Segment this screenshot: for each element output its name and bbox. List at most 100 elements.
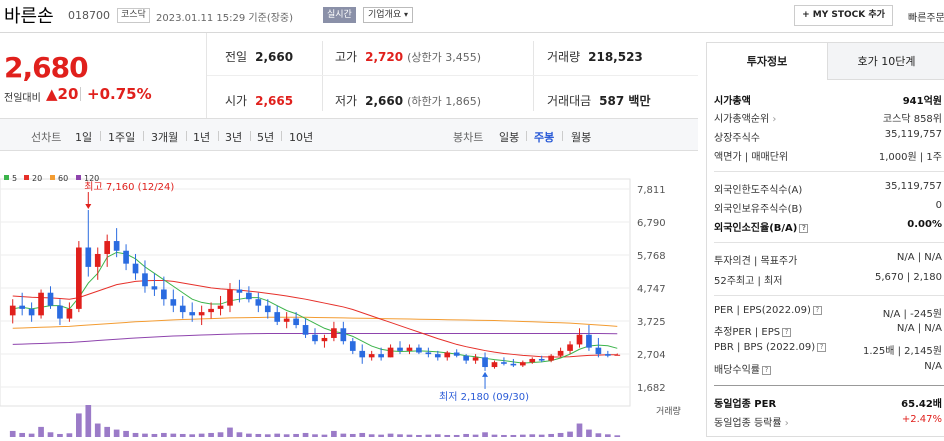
volume-bar — [359, 432, 366, 437]
label: 외국인보유주식수(B) — [714, 204, 803, 215]
period-5y[interactable]: 5년 — [257, 131, 275, 144]
volume-bar — [161, 432, 167, 437]
quick-order-link[interactable]: 빠른주문 — [908, 13, 944, 24]
price-change-percent: +0.75% — [87, 85, 152, 103]
label: 상장주식수 — [714, 133, 760, 144]
candle-body — [397, 347, 403, 351]
candle-weekly[interactable]: 주봉 — [534, 131, 555, 144]
row-shares: 상장주식수 35,119,757 — [714, 129, 944, 145]
volume-bar — [283, 434, 290, 437]
label: 시가총액 — [714, 96, 751, 107]
candle-body — [595, 347, 602, 355]
tab-orderbook[interactable]: 호가 10단계 — [828, 43, 944, 80]
candle-body — [340, 328, 347, 342]
volume-bar — [397, 434, 403, 437]
candle-body — [567, 344, 573, 351]
legend-swatch — [76, 175, 81, 180]
candle-body — [198, 312, 205, 316]
candle-body — [302, 325, 309, 335]
y-tick-label: 3,725 — [637, 317, 666, 328]
value: 코스닥 858위 — [882, 114, 942, 125]
help-icon[interactable]: ? — [799, 224, 809, 233]
chart-svg: 7,811 6,790 5,768 4,747 3,725 2,704 1,682 5 20 60… — [0, 174, 681, 437]
y-tick-label: 5,768 — [637, 251, 666, 262]
volume-bar — [113, 429, 120, 437]
candle-body — [406, 347, 413, 351]
quote-prev-close: 전일 2,660 — [225, 48, 293, 65]
period-10y[interactable]: 10년 — [289, 131, 314, 144]
candle-body — [425, 352, 432, 355]
row-foreign-ratio: 외국인소진율(B/A)? 0.00% — [714, 219, 944, 235]
panel-tabs: 투자정보 호가 10단계 — [707, 43, 944, 80]
volume-bar — [482, 432, 488, 437]
value: 65.42배 — [901, 399, 942, 410]
candle-body — [170, 299, 177, 306]
candle-body — [264, 305, 271, 313]
market-badge: 코스닥 — [117, 8, 150, 23]
volume-bar — [425, 434, 432, 437]
chevron-down-icon: ▾ — [404, 10, 409, 19]
candle-chart-label: 봉차트 — [453, 131, 484, 144]
volume-bar — [519, 434, 526, 437]
volume-bar — [170, 433, 177, 437]
volume-bar — [586, 429, 592, 437]
volume-bar — [293, 433, 299, 437]
candle-body — [57, 305, 63, 319]
add-mystock-button[interactable]: + MY STOCK 추가 — [794, 5, 893, 26]
candle-body — [236, 289, 243, 293]
period-3m[interactable]: 3개월 — [151, 131, 179, 144]
candle-body — [557, 350, 564, 356]
row-pbr: PBR | BPS (2022.09)? 1.25배 | 2,145원 — [714, 342, 944, 358]
value: +2.47% — [901, 414, 942, 425]
period-1w[interactable]: 1주일 — [108, 131, 136, 144]
tab-invest-info[interactable]: 투자정보 — [707, 43, 828, 80]
divider — [714, 385, 944, 386]
row-dividend: 배당수익률? N/A — [714, 361, 944, 377]
volume-bar — [548, 433, 554, 437]
stock-header: 바른손 018700 코스닥 2023.01.11 15:29 기준(장중) 실… — [0, 0, 944, 33]
candle-monthly[interactable]: 월봉 — [571, 131, 592, 144]
period-1d[interactable]: 1일 — [75, 131, 93, 144]
candle-body — [142, 273, 148, 287]
volume-bar — [368, 434, 375, 437]
divider — [218, 131, 219, 141]
row-foreign-held: 외국인보유주식수(B) 0 — [714, 200, 944, 216]
value: 0.00% — [907, 219, 942, 230]
help-icon[interactable]: ? — [782, 328, 792, 337]
candle-body — [349, 341, 356, 351]
quote-value: 218,523 — [588, 50, 643, 64]
candle-body — [378, 354, 384, 358]
volume-bar — [491, 434, 498, 437]
candle-body — [179, 305, 186, 313]
help-icon[interactable]: ? — [762, 366, 771, 375]
legend-swatch — [24, 175, 29, 180]
timestamp: 2023.01.11 15:29 기준(장중) — [156, 13, 294, 24]
quote-high: 고가 2,720 (상한가 3,455) — [335, 48, 481, 65]
candle-body — [359, 350, 366, 358]
quote-low: 저가 2,660 (하한가 1,865) — [335, 92, 481, 109]
row-sector-per: 동일업종 PER 65.42배 — [714, 395, 944, 411]
period-3y[interactable]: 3년 — [225, 131, 243, 144]
quote-label: 거래대금 — [547, 94, 592, 108]
volume-bar — [331, 430, 337, 437]
period-1y[interactable]: 1년 — [193, 131, 211, 144]
candle-body — [576, 334, 583, 345]
corp-overview-dropdown[interactable]: 기업개요 ▾ — [363, 7, 414, 23]
help-icon[interactable]: ? — [812, 306, 822, 315]
volume-bar — [378, 434, 384, 437]
realtime-button[interactable]: 실시간 — [323, 7, 356, 23]
ma-line-20 — [12, 279, 618, 358]
help-icon[interactable]: ? — [817, 343, 827, 352]
volume-bar — [227, 427, 233, 437]
label: 외국인소진율(B/A) — [714, 223, 798, 234]
stock-name: 바른손 — [4, 6, 54, 27]
volume-bar — [453, 434, 460, 437]
volume-bar — [38, 426, 44, 437]
candle-body — [510, 363, 517, 366]
candle-daily[interactable]: 일봉 — [499, 131, 520, 144]
volume-bar — [604, 434, 611, 437]
divider — [562, 131, 563, 141]
stock-chart[interactable]: 7,811 6,790 5,768 4,747 3,725 2,704 1,682 5 20 60… — [0, 152, 698, 437]
volume-bar — [142, 433, 148, 437]
y-tick-label: 2,704 — [637, 350, 666, 361]
